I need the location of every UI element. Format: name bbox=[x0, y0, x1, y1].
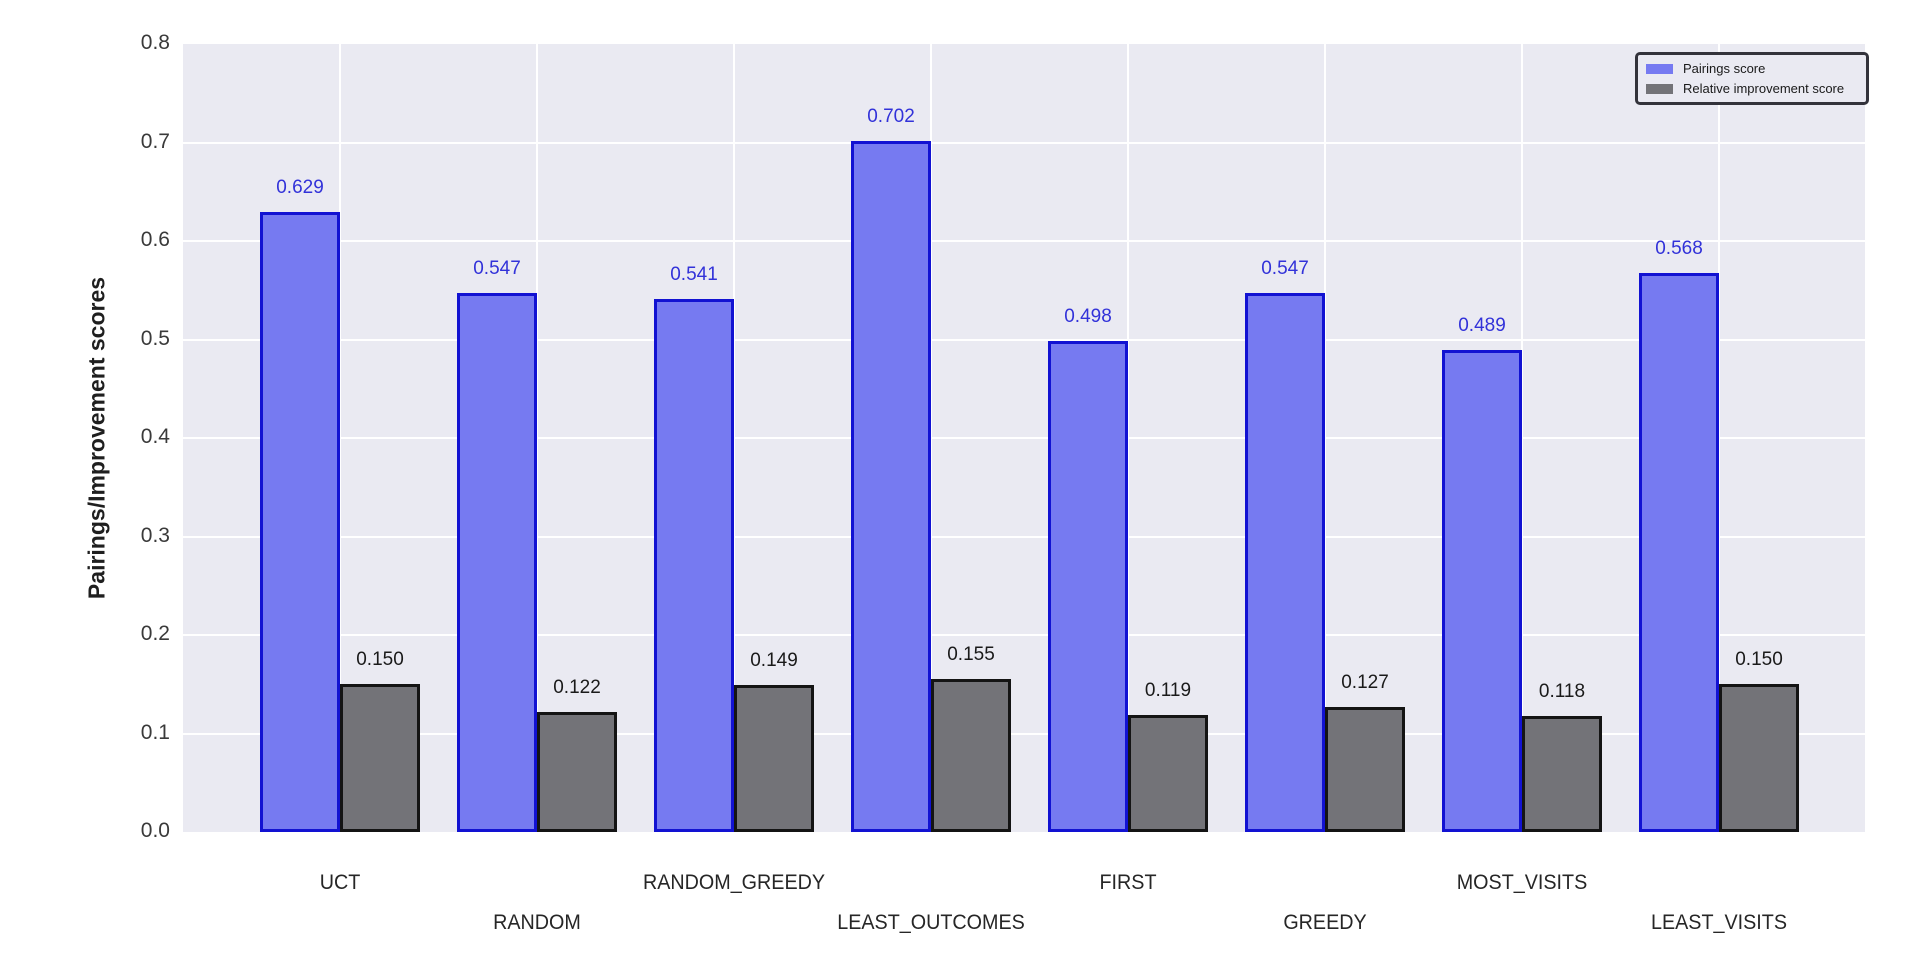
value-label: 0.541 bbox=[670, 264, 718, 286]
y-tick-label: 0.1 bbox=[140, 720, 170, 744]
y-tick-label: 0.5 bbox=[140, 326, 170, 350]
bar-improvement-uct bbox=[340, 684, 420, 832]
legend-item-pairings-score: Pairings score bbox=[1646, 61, 1858, 76]
value-label: 0.702 bbox=[867, 105, 915, 127]
value-label: 0.547 bbox=[473, 258, 521, 280]
gridline-horizontal bbox=[183, 437, 1865, 439]
gridline-vertical bbox=[1718, 44, 1720, 832]
gridline-vertical bbox=[733, 44, 735, 832]
legend-item-relative-improvement-score: Relative improvement score bbox=[1646, 81, 1858, 96]
x-tick-label-least_outcomes: LEAST_OUTCOMES bbox=[837, 911, 1025, 934]
bar-pairings-first bbox=[1048, 341, 1128, 832]
bar-pairings-random bbox=[457, 293, 537, 832]
value-label: 0.118 bbox=[1538, 680, 1586, 702]
legend-swatch-relative-improvement-score-icon bbox=[1646, 83, 1673, 94]
legend-label-relative-improvement-score: Relative improvement score bbox=[1683, 81, 1845, 96]
y-tick-label: 0.0 bbox=[140, 819, 170, 842]
gridline-horizontal bbox=[183, 240, 1865, 242]
gridline-vertical bbox=[1521, 44, 1523, 832]
x-tick-label-most_visits: MOST_VISITS bbox=[1456, 871, 1588, 894]
legend: Pairings score Relative improvement scor… bbox=[1635, 52, 1869, 105]
x-tick-label-least_visits: LEAST_VISITS bbox=[1650, 911, 1788, 934]
gridline-horizontal bbox=[183, 338, 1865, 341]
bar-pairings-most_visits bbox=[1442, 350, 1522, 832]
bar-pairings-uct bbox=[260, 212, 340, 832]
legend-swatch-pairings-score-icon bbox=[1646, 63, 1673, 74]
y-axis-title: Pairings/Improvement scores bbox=[83, 276, 110, 600]
bar-improvement-random_greedy bbox=[734, 685, 814, 832]
legend-label-pairings-score: Pairings score bbox=[1683, 61, 1766, 76]
value-label: 0.149 bbox=[750, 650, 798, 672]
bar-improvement-least_visits bbox=[1719, 684, 1799, 832]
x-tick-label-random_greedy: RANDOM_GREEDY bbox=[642, 871, 826, 894]
gridline-vertical bbox=[930, 44, 932, 832]
value-label: 0.568 bbox=[1655, 237, 1703, 259]
value-label: 0.122 bbox=[553, 676, 601, 698]
x-tick-label-greedy: GREEDY bbox=[1283, 911, 1367, 934]
bar-improvement-greedy bbox=[1325, 706, 1405, 832]
gridline-vertical bbox=[1127, 44, 1129, 832]
value-label: 0.150 bbox=[356, 649, 404, 671]
y-tick-label: 0.7 bbox=[140, 129, 170, 153]
x-tick-label-uct: UCT bbox=[319, 871, 361, 894]
value-label: 0.629 bbox=[276, 177, 324, 199]
y-tick-label: 0.3 bbox=[140, 523, 170, 547]
gridline-horizontal bbox=[183, 732, 1865, 735]
bar-improvement-most_visits bbox=[1522, 715, 1602, 832]
gridline-vertical bbox=[339, 44, 341, 832]
bar-improvement-first bbox=[1128, 714, 1208, 832]
y-tick-label: 0.6 bbox=[140, 228, 170, 251]
y-tick-label: 0.2 bbox=[140, 622, 170, 645]
bar-pairings-random_greedy bbox=[654, 299, 734, 832]
value-label: 0.150 bbox=[1735, 649, 1783, 671]
y-tick-label: 0.8 bbox=[140, 31, 170, 54]
bar-pairings-least_outcomes bbox=[851, 140, 931, 832]
y-tick-label: 0.4 bbox=[140, 425, 170, 448]
x-tick-label-first: FIRST bbox=[1099, 871, 1157, 894]
value-label: 0.155 bbox=[947, 644, 995, 666]
value-label: 0.119 bbox=[1144, 679, 1192, 701]
value-label: 0.498 bbox=[1064, 306, 1112, 328]
bar-improvement-least_outcomes bbox=[931, 679, 1011, 832]
gridline-vertical bbox=[536, 44, 538, 832]
value-label: 0.547 bbox=[1261, 258, 1309, 280]
bar-pairings-greedy bbox=[1245, 293, 1325, 832]
gridline-horizontal bbox=[183, 535, 1865, 538]
x-tick-label-random: RANDOM bbox=[493, 911, 581, 934]
gridline-horizontal bbox=[183, 141, 1865, 144]
plot-area: 0.629 0.150 0.547 0.122 0.541 0.149 0.702 0.155… bbox=[183, 44, 1869, 832]
gridline-horizontal bbox=[183, 634, 1865, 636]
gridline-vertical bbox=[1324, 44, 1326, 832]
value-label: 0.489 bbox=[1458, 315, 1506, 337]
value-label: 0.127 bbox=[1341, 671, 1389, 693]
bar-pairings-least_visits bbox=[1639, 272, 1719, 832]
bar-improvement-random bbox=[537, 711, 617, 832]
